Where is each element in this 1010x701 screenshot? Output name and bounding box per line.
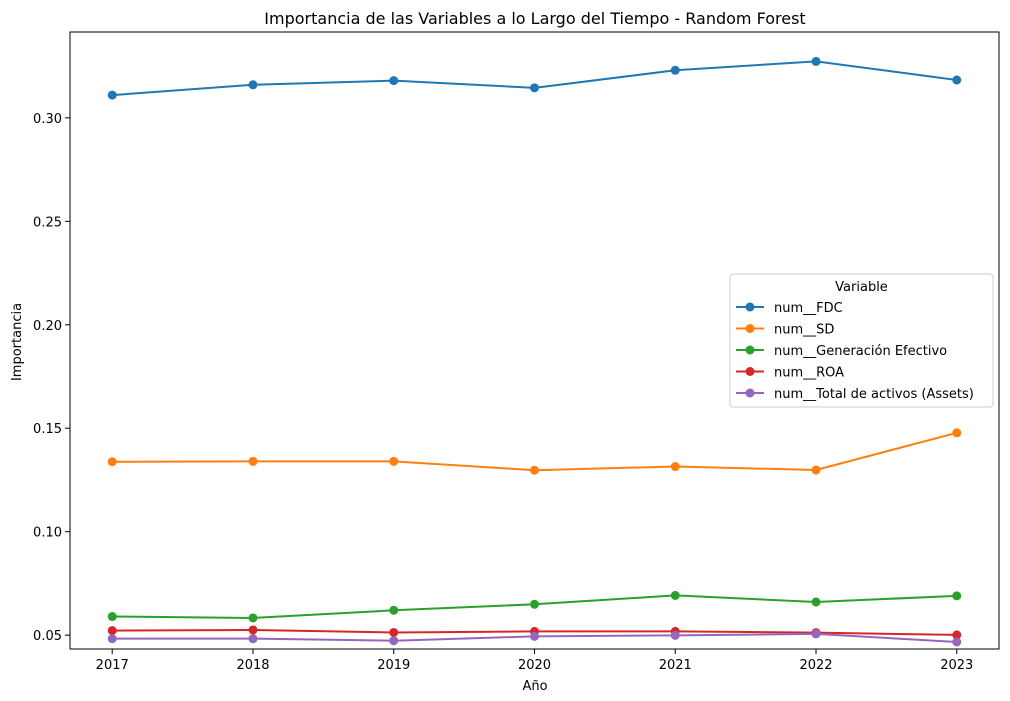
x-tick-label: 2022 (799, 658, 832, 673)
y-axis-label: Importancia (10, 303, 25, 381)
data-point (811, 56, 821, 66)
data-point (389, 456, 399, 466)
chart-title: Importancia de las Variables a lo Largo … (264, 9, 805, 28)
y-tick-label: 0.15 (33, 422, 62, 437)
data-point (530, 465, 539, 475)
data-point (952, 75, 962, 85)
data-point (389, 76, 399, 86)
legend-swatch-marker (745, 302, 755, 312)
legend-swatch-marker (745, 367, 755, 376)
legend: Variable num__FDC num__SD num__Generación E… (729, 273, 994, 408)
y-tick-label: 0.05 (33, 629, 62, 644)
y-tick-label: 0.10 (33, 526, 62, 541)
data-point (530, 631, 539, 641)
data-point (811, 629, 821, 639)
legend-entry-label: num__FDC (774, 301, 843, 316)
legend-entry-label: num__SD (774, 323, 834, 338)
x-tick-label: 2023 (940, 658, 973, 673)
x-tick-label: 2018 (236, 658, 269, 673)
data-point (107, 626, 117, 636)
data-point (389, 636, 399, 646)
data-point (670, 630, 680, 640)
data-point (107, 634, 117, 644)
data-point (811, 465, 821, 475)
data-point (952, 637, 962, 647)
legend-swatch-marker (745, 388, 755, 398)
legend-swatch-marker (745, 345, 755, 355)
data-point (248, 613, 258, 623)
data-point (107, 457, 117, 467)
data-point (530, 83, 539, 93)
y-tick-label: 0.20 (33, 319, 62, 334)
data-point (248, 456, 258, 466)
data-point (248, 625, 258, 635)
data-point (670, 65, 680, 75)
data-point (952, 591, 962, 601)
data-point (107, 612, 117, 622)
x-tick-label: 2017 (96, 658, 129, 673)
legend-entry-label: num__Generación Efectivo (774, 344, 947, 359)
x-axis-label: Año (522, 679, 547, 694)
x-tick-label: 2019 (377, 658, 410, 673)
x-tick-label: 2021 (659, 658, 692, 673)
legend-swatch-marker (745, 324, 755, 333)
y-tick-label: 0.25 (33, 215, 62, 230)
x-tick-label: 2020 (518, 658, 551, 673)
data-point (952, 630, 962, 640)
data-point (248, 634, 258, 644)
data-point (530, 599, 539, 609)
data-point (248, 80, 258, 90)
legend-title: Variable (835, 280, 888, 295)
data-point (107, 90, 117, 100)
legend-box (729, 273, 994, 408)
legend-entry-label: num__Total de activos (Assets) (774, 387, 974, 402)
data-point (811, 597, 821, 607)
series-line-1 (112, 431, 958, 472)
data-point (389, 627, 399, 637)
data-point (389, 605, 399, 615)
data-point (952, 428, 962, 438)
data-point (670, 462, 680, 472)
data-point (670, 590, 680, 600)
y-tick-label: 0.30 (33, 112, 62, 127)
plot-area: 2017 2018 2019 2020 2021 2022 2023 0.05 0.10 0.15… (33, 31, 1000, 673)
legend-entry-label: num__ROA (774, 366, 844, 381)
